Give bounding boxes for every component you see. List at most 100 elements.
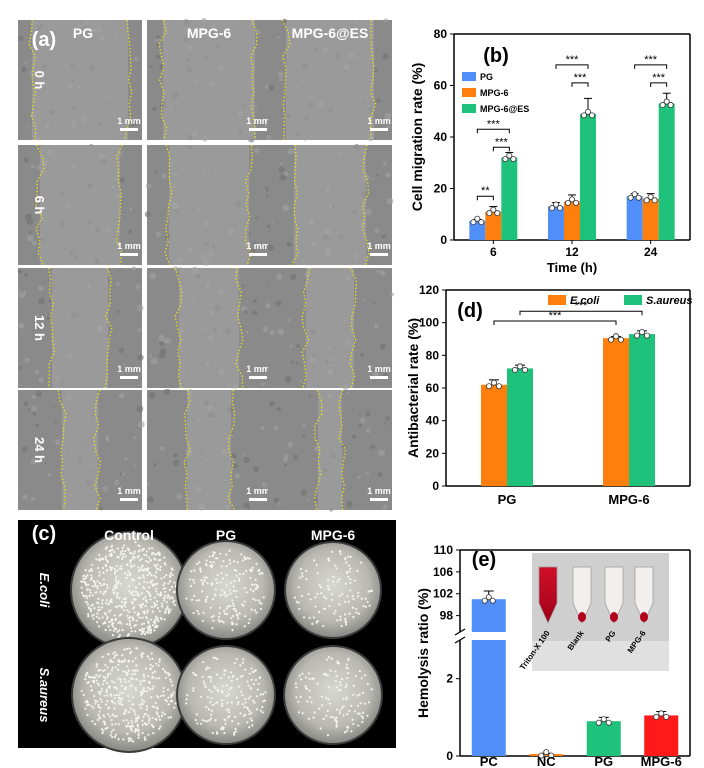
colony	[193, 594, 196, 597]
colony	[222, 621, 225, 624]
colony	[117, 738, 120, 741]
cell-texture	[295, 361, 299, 365]
colony	[134, 657, 137, 660]
colony	[218, 612, 221, 615]
colony	[136, 725, 139, 728]
colony	[119, 700, 123, 703]
cell-texture	[26, 124, 29, 127]
colony	[98, 574, 101, 577]
colony	[248, 557, 251, 560]
colony	[92, 617, 95, 620]
colony	[147, 626, 150, 629]
colony	[118, 694, 121, 697]
cell-texture	[153, 463, 157, 467]
cell-texture	[296, 344, 301, 349]
cell-texture	[307, 498, 310, 502]
colony	[137, 566, 140, 569]
colony	[326, 585, 330, 588]
colony	[129, 707, 132, 710]
colony	[167, 696, 170, 699]
colony	[85, 575, 88, 579]
colony	[99, 693, 102, 696]
colony	[98, 668, 102, 672]
colony	[262, 693, 265, 696]
cell-texture	[149, 65, 153, 69]
colony	[225, 684, 228, 687]
colony	[338, 594, 341, 597]
colony	[301, 712, 304, 715]
colony	[343, 600, 347, 604]
colony	[216, 581, 219, 585]
colony	[257, 599, 260, 602]
colony	[132, 607, 135, 610]
colony	[190, 585, 193, 588]
cell-texture	[373, 67, 378, 72]
colony	[210, 564, 213, 567]
scratch-gap	[187, 390, 231, 510]
bar	[603, 338, 629, 486]
cell-texture	[358, 413, 361, 416]
colony	[139, 694, 143, 697]
colony	[145, 690, 148, 693]
colony	[352, 693, 355, 696]
colony	[87, 613, 90, 616]
colony	[327, 656, 331, 659]
colony	[153, 629, 156, 632]
cell-texture	[230, 452, 237, 459]
colony	[122, 719, 125, 722]
colony	[117, 580, 121, 583]
row-label: 0 h	[32, 71, 47, 90]
colony	[128, 585, 131, 588]
cell-texture	[243, 457, 250, 464]
colony	[206, 720, 209, 723]
colony	[136, 669, 139, 672]
colony	[130, 626, 133, 629]
cell-texture	[282, 204, 290, 212]
cell-texture	[386, 197, 394, 205]
scratch-gap	[163, 20, 255, 140]
colony	[167, 582, 170, 585]
colony	[106, 615, 109, 619]
colony	[97, 713, 100, 716]
plate-column-label: Control	[104, 527, 154, 543]
colony	[166, 688, 170, 691]
colony	[300, 678, 303, 681]
data-point	[644, 332, 651, 339]
colony	[316, 619, 319, 623]
colony	[226, 593, 229, 597]
colony	[138, 568, 141, 571]
colony	[334, 564, 337, 567]
colony	[90, 689, 93, 692]
colony	[154, 615, 158, 618]
cell-texture	[137, 369, 140, 372]
colony	[151, 705, 154, 708]
colony	[315, 621, 318, 624]
colony	[338, 603, 341, 606]
colony	[99, 674, 102, 677]
test-tube	[572, 566, 592, 624]
colony	[131, 677, 134, 681]
colony	[94, 702, 97, 705]
colony	[149, 593, 152, 597]
cell-texture	[32, 412, 37, 417]
significance-bracket	[634, 64, 668, 69]
colony	[318, 707, 321, 710]
colony	[235, 574, 238, 577]
colony	[111, 588, 115, 591]
data-point	[573, 199, 580, 206]
colony	[112, 681, 116, 684]
cell-texture	[148, 391, 156, 399]
colony	[104, 676, 107, 679]
colony	[163, 582, 166, 585]
colony	[342, 714, 345, 717]
cell-texture	[146, 483, 150, 487]
cell-texture	[384, 18, 388, 23]
colony	[154, 618, 157, 621]
x-tick-label: NC	[537, 754, 556, 768]
colony	[90, 705, 93, 708]
cell-texture	[265, 134, 272, 140]
colony	[84, 569, 87, 572]
colony	[352, 684, 355, 687]
colony	[349, 567, 352, 570]
colony	[203, 576, 206, 579]
